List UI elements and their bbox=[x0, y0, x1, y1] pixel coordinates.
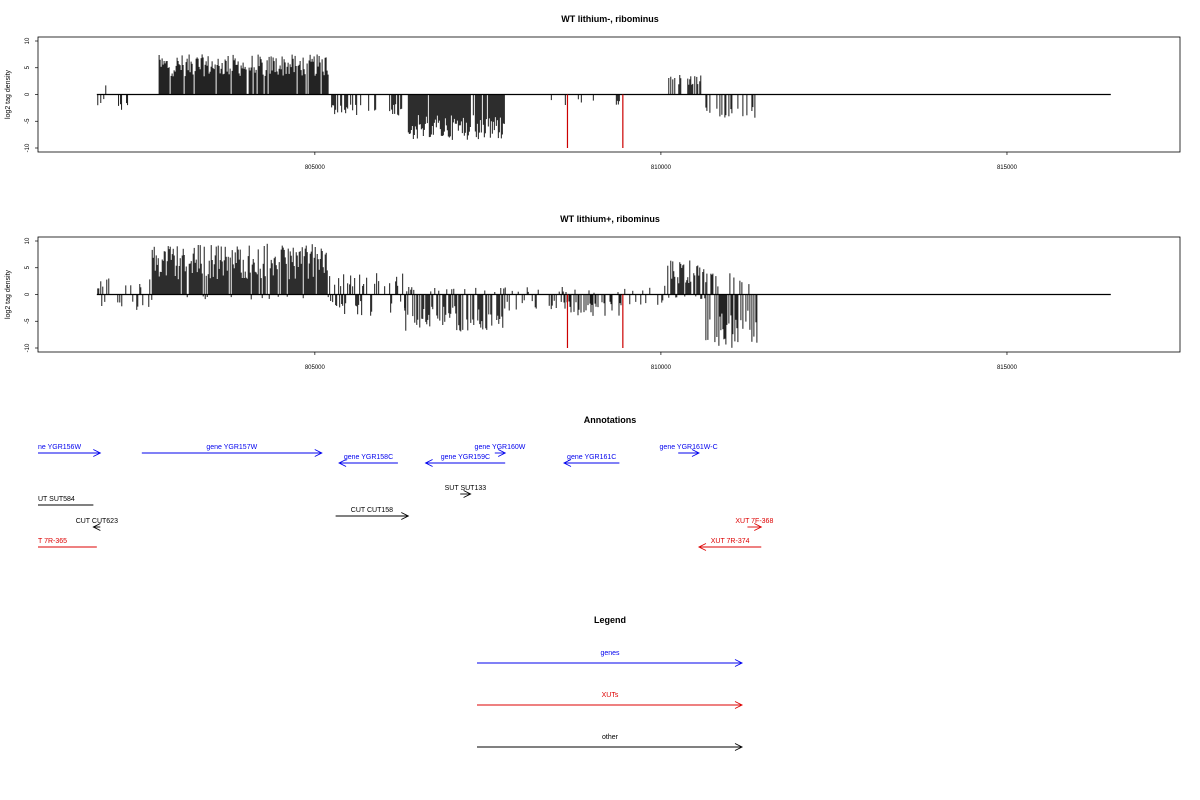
feature-label: CUT CUT623 bbox=[76, 518, 118, 525]
feature-label: gene YGR161C bbox=[567, 454, 616, 461]
x-tick-label: 810000 bbox=[651, 165, 672, 171]
y-tick-label: -10 bbox=[25, 343, 31, 352]
annotations-panel: Annotations ne YGR156W gene YGR157W gene YG… bbox=[38, 415, 773, 551]
arrow-head-right bbox=[401, 512, 410, 520]
legend-title: Legend bbox=[594, 615, 626, 625]
arrow-head-left bbox=[424, 459, 433, 467]
arrow-head-right bbox=[93, 449, 102, 457]
x-tick-label: 805000 bbox=[305, 165, 326, 171]
y-tick-label: 10 bbox=[25, 237, 31, 244]
legend-arrow-head bbox=[734, 659, 744, 667]
y-tick-label: 5 bbox=[25, 65, 31, 69]
feature-label: gene YGR158C bbox=[344, 454, 393, 461]
legend-panel: Legend genes XUTs other bbox=[477, 615, 744, 751]
feature-label: SUT SUT133 bbox=[445, 485, 487, 492]
y-axis-label: log2 tag density bbox=[5, 69, 12, 119]
feature-label: ne YGR156W bbox=[38, 444, 81, 451]
panel-lithium-minus: WT lithium-, ribominus -10 -5 0 5 10 log2 tag … bbox=[5, 14, 1181, 171]
chart-title: WT lithium+, ribominus bbox=[560, 214, 660, 224]
y-tick-label: -5 bbox=[25, 118, 31, 124]
x-tick-label: 815000 bbox=[997, 165, 1018, 171]
arrow-head-left bbox=[92, 523, 101, 531]
x-tick-label: 810000 bbox=[651, 365, 672, 371]
arrow-head-right bbox=[497, 449, 507, 457]
y-tick-label: 10 bbox=[25, 37, 31, 44]
arrow-head-left bbox=[338, 459, 347, 467]
y-axis-label: log2 tag density bbox=[5, 269, 12, 319]
y-tick-label: 5 bbox=[25, 265, 31, 269]
arrow-head-left bbox=[563, 459, 572, 467]
feature-label: UT SUT584 bbox=[38, 496, 75, 503]
annotations-title: Annotations bbox=[584, 415, 637, 425]
arrow-head-right bbox=[754, 523, 763, 531]
legend-label: other bbox=[602, 734, 619, 741]
legend-label: genes bbox=[600, 650, 620, 657]
y-tick-label: -5 bbox=[25, 318, 31, 324]
density-bars bbox=[97, 243, 758, 348]
feature-label: XUT 7F-368 bbox=[735, 518, 773, 525]
y-tick-label: -10 bbox=[25, 143, 31, 152]
panel-lithium-plus: WT lithium+, ribominus -10 -5 0 5 10 log2 tag … bbox=[5, 214, 1181, 371]
legend-arrow-head bbox=[734, 743, 744, 751]
x-tick-label: 815000 bbox=[997, 365, 1018, 371]
chart-title: WT lithium-, ribominus bbox=[561, 14, 659, 24]
feature-label: gene YGR159C bbox=[441, 454, 490, 461]
arrow-head-right bbox=[463, 490, 472, 498]
arrow-head-right bbox=[314, 449, 323, 457]
feature-label: gene YGR157W bbox=[206, 444, 257, 451]
arrow-head-right bbox=[691, 449, 700, 457]
feature-label: gene YGR160W bbox=[475, 444, 526, 451]
density-bars bbox=[97, 54, 756, 140]
y-tick-label: 0 bbox=[25, 92, 31, 96]
y-tick-label: 0 bbox=[25, 292, 31, 296]
legend-label: XUTs bbox=[602, 692, 619, 699]
feature-label: CUT CUT158 bbox=[351, 507, 393, 514]
legend-arrow-head bbox=[734, 701, 744, 709]
arrow-head-left bbox=[697, 543, 707, 551]
feature-label: gene YGR161W-C bbox=[660, 444, 718, 451]
feature-label: XUT 7R-374 bbox=[711, 538, 750, 545]
x-tick-label: 805000 bbox=[305, 365, 326, 371]
feature-label: T 7R-365 bbox=[38, 538, 67, 545]
